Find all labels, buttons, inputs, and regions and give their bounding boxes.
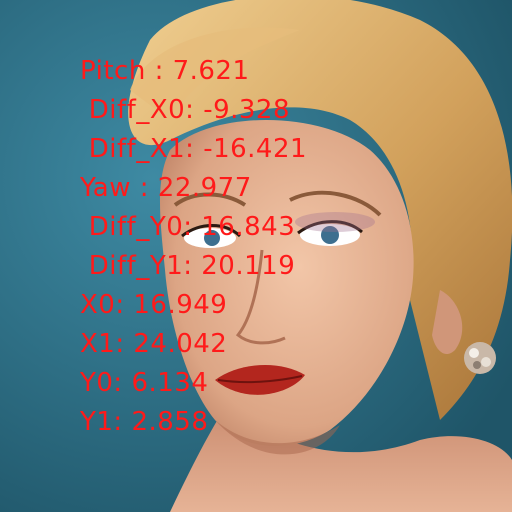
jaw-shadow bbox=[215, 420, 340, 455]
left-brow bbox=[173, 192, 247, 207]
hair bbox=[128, 0, 512, 420]
eyeshadow bbox=[295, 212, 375, 232]
earring bbox=[464, 342, 496, 374]
hair-curl bbox=[130, 27, 300, 120]
left-iris bbox=[204, 230, 220, 246]
right-lid bbox=[297, 220, 363, 235]
nose bbox=[235, 249, 286, 345]
ear bbox=[432, 290, 463, 355]
lip-line bbox=[217, 375, 303, 384]
left-lid bbox=[181, 224, 242, 238]
face bbox=[160, 120, 414, 447]
right-brow bbox=[289, 190, 382, 217]
lips bbox=[215, 364, 305, 395]
right-iris bbox=[321, 226, 339, 244]
